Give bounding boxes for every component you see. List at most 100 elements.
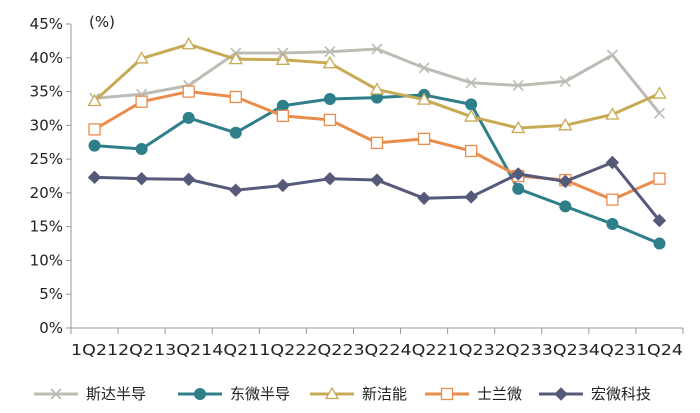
- series-2-point: [135, 142, 148, 155]
- series-5-point: [87, 170, 102, 185]
- series-4-point: [88, 123, 101, 136]
- x-tick-label: 1Q21: [71, 341, 118, 359]
- legend-label: 斯达半导: [86, 385, 146, 403]
- series-5-point: [605, 155, 620, 170]
- series-1-point: [418, 62, 430, 74]
- series-4-point: [182, 85, 195, 98]
- series-2-point: [559, 200, 572, 213]
- series-3-point: [369, 82, 385, 95]
- series-3: [87, 36, 667, 134]
- legend: 斯达半导 东微半导 新洁能 士兰微 宏微科技: [34, 385, 651, 403]
- legend-1-point: [50, 388, 62, 400]
- y-tick-label: 20%: [30, 184, 63, 202]
- series-5-point: [323, 171, 337, 186]
- series-1-point: [559, 75, 571, 87]
- series-3-point: [275, 52, 290, 65]
- series-4-point: [135, 95, 148, 108]
- x-tick-label: 4Q21: [212, 341, 259, 359]
- series-3-point: [134, 51, 149, 64]
- legend-label: 东微半导: [230, 385, 290, 403]
- y-tick-label: 5%: [39, 285, 63, 303]
- series-5-point: [511, 167, 525, 181]
- series-5-point: [464, 190, 478, 204]
- series-3-point: [322, 55, 338, 69]
- legend-item: 宏微科技: [539, 385, 651, 403]
- series-1-point: [606, 49, 618, 61]
- series-3-point: [87, 93, 102, 107]
- legend-item: 斯达半导: [34, 385, 146, 403]
- x-axis: 1Q21 2Q21 3Q21 4Q21 1Q22 2Q22 3Q22 4Q22 1Q23 2Q23…: [70, 327, 684, 359]
- y-tick-label: 0%: [39, 319, 63, 337]
- x-tick-label: 2Q22: [306, 341, 353, 359]
- series-layer: [87, 36, 667, 250]
- series-4-point: [606, 193, 619, 206]
- y-tick-label: 45%: [30, 15, 63, 33]
- series-3-point: [652, 86, 667, 99]
- series-3-point: [558, 118, 573, 131]
- series-1-point: [653, 107, 666, 119]
- y-tick-label: 10%: [30, 251, 63, 269]
- series-2: [88, 88, 666, 250]
- series-2-point: [512, 182, 525, 195]
- legend-3-point: [324, 386, 340, 400]
- x-tick-label: 2Q23: [495, 341, 542, 359]
- series-2-line: [94, 93, 661, 245]
- series-2-point: [182, 111, 195, 124]
- series-5-point: [229, 183, 243, 197]
- series-2-point: [276, 99, 289, 112]
- series-3-point: [181, 36, 196, 50]
- legend-label: 士兰微: [477, 385, 522, 403]
- legend-5-point: [554, 387, 568, 401]
- series-4-point: [276, 109, 289, 123]
- series-5-point: [370, 173, 384, 187]
- series-2-point: [229, 126, 242, 139]
- legend-item: 士兰微: [425, 385, 522, 403]
- series-3-point: [511, 120, 526, 134]
- series-4-point: [229, 90, 242, 104]
- series-4-point: [417, 132, 431, 145]
- x-tick-label: 2Q21: [118, 341, 165, 359]
- series-1-point: [512, 79, 524, 92]
- series-5-point: [417, 191, 431, 206]
- series-5-point: [181, 172, 196, 187]
- series-3-point: [416, 92, 432, 105]
- series-5: [87, 155, 667, 228]
- series-5-line: [94, 160, 661, 222]
- series-1-point: [324, 46, 336, 58]
- x-tick-label: 3Q22: [353, 341, 400, 359]
- series-2-point: [606, 217, 619, 230]
- y-tick-label: 25%: [30, 150, 63, 168]
- legend-item: 新洁能: [310, 385, 407, 403]
- series-4-point: [370, 136, 384, 150]
- series-2-point: [465, 98, 478, 111]
- series-3-point: [464, 109, 479, 122]
- series-1-point: [371, 43, 383, 55]
- x-tick-label: 3Q23: [542, 341, 589, 359]
- x-tick-label: 1Q24: [636, 341, 683, 359]
- series-5-point: [134, 171, 149, 186]
- y-tick-label: 30%: [30, 116, 63, 134]
- x-tick-label: 1Q22: [259, 341, 306, 359]
- legend-4-point: [440, 387, 454, 401]
- series-2-point: [323, 92, 336, 105]
- legend-label: 新洁能: [362, 385, 407, 403]
- series-1-point: [465, 77, 477, 89]
- legend-label: 宏微科技: [591, 385, 651, 403]
- series-5-point: [276, 178, 290, 193]
- x-tick-label: 3Q21: [165, 341, 212, 359]
- y-tick-label: 35%: [30, 83, 63, 101]
- series-2-point: [88, 139, 101, 152]
- series-4-point: [653, 172, 666, 185]
- y-tick-label: 40%: [30, 49, 63, 67]
- series-3-point: [228, 51, 243, 65]
- series-4-point: [465, 144, 478, 158]
- series-4-point: [323, 113, 337, 127]
- x-tick-label: 1Q23: [448, 341, 495, 359]
- series-2-point: [653, 237, 666, 250]
- y-tick-label: 15%: [30, 218, 63, 236]
- series-1: [88, 43, 666, 119]
- x-tick-label: 4Q22: [401, 341, 448, 359]
- series-5-point: [558, 174, 573, 189]
- legend-2-point: [194, 388, 206, 400]
